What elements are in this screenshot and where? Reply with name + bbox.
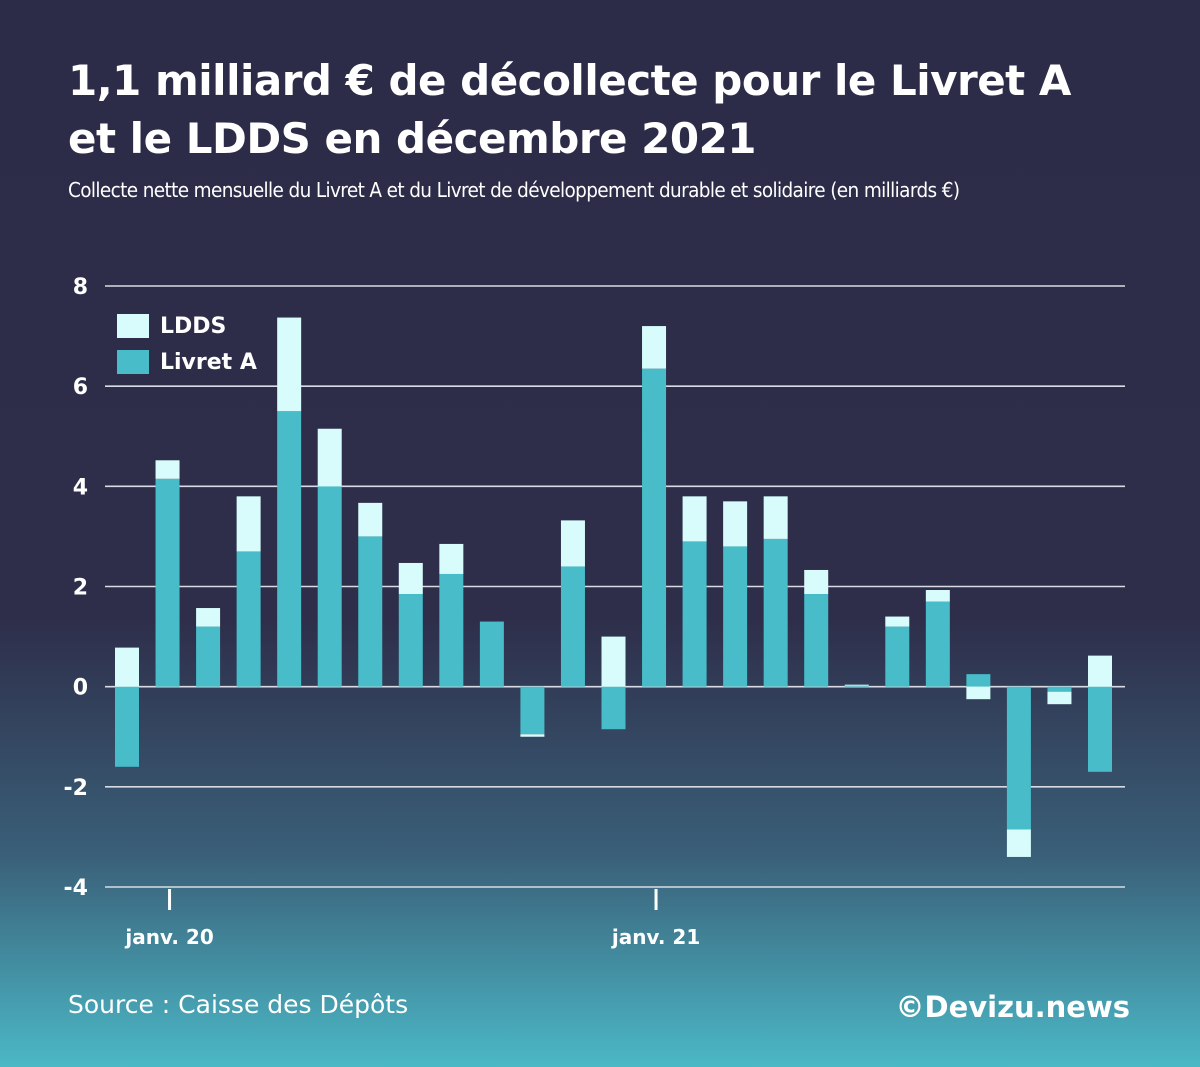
legend-label-ldds: LDDS bbox=[160, 313, 227, 339]
bar-livret-a bbox=[479, 621, 504, 687]
bar-ldds bbox=[560, 520, 585, 567]
bar-ldds bbox=[763, 496, 788, 539]
bar-livret-a bbox=[642, 368, 667, 687]
bar-livret-a bbox=[844, 685, 869, 687]
bar-livret-a bbox=[277, 411, 302, 687]
y-tick-label: 8 bbox=[73, 275, 88, 300]
bar-livret-a bbox=[804, 594, 829, 687]
y-tick-label: -4 bbox=[64, 876, 88, 901]
bar-livret-a bbox=[601, 686, 626, 730]
bar-ldds bbox=[1088, 655, 1112, 687]
bar-livret-a bbox=[560, 566, 585, 687]
bar-livret-a bbox=[358, 536, 383, 687]
legend-item-livret-a: Livret A bbox=[117, 344, 257, 380]
credit-watermark: ©Devizu.news bbox=[895, 990, 1131, 1024]
bar-ldds bbox=[317, 428, 342, 487]
chart-title: 1,1 milliard € de décollecte pour le Liv… bbox=[68, 52, 1168, 168]
bar-ldds bbox=[236, 496, 261, 552]
bar-livret-a bbox=[925, 601, 950, 687]
bar-ldds bbox=[398, 562, 423, 595]
bar-livret-a bbox=[885, 626, 910, 687]
bar-ldds bbox=[885, 616, 910, 627]
legend-label-livret-a: Livret A bbox=[160, 349, 257, 375]
bar-ldds bbox=[642, 326, 667, 369]
x-tick-label: janv. 20 bbox=[124, 925, 213, 949]
bar-ldds bbox=[925, 590, 950, 602]
bar-livret-a bbox=[317, 486, 342, 687]
bar-livret-a bbox=[236, 551, 261, 687]
chart-title-line-2: et le LDDS en décembre 2021 bbox=[68, 114, 757, 163]
bar-ldds bbox=[844, 684, 869, 686]
chart-subtitle: Collecte nette mensuelle du Livret A et … bbox=[68, 178, 960, 202]
bar-livret-a bbox=[1006, 686, 1031, 830]
bar-ldds bbox=[115, 647, 139, 687]
bar-ldds bbox=[439, 543, 464, 574]
bar-ldds bbox=[1006, 829, 1031, 857]
y-tick-label: 2 bbox=[73, 576, 88, 601]
source-note: Source : Caisse des Dépôts bbox=[68, 990, 409, 1019]
y-tick-label: -2 bbox=[64, 776, 88, 801]
legend-swatch-ldds bbox=[117, 314, 149, 338]
bar-livret-a bbox=[520, 686, 545, 735]
bar-ldds bbox=[155, 460, 180, 479]
bar-ldds bbox=[682, 496, 707, 542]
x-tick-label: janv. 21 bbox=[611, 925, 700, 949]
bar-ldds bbox=[966, 686, 991, 700]
bar-ldds bbox=[804, 569, 829, 595]
bar-livret-a bbox=[682, 541, 707, 687]
y-tick-label: 4 bbox=[73, 475, 88, 500]
bar-ldds bbox=[277, 317, 302, 412]
bar-livret-a bbox=[439, 573, 464, 687]
y-tick-label: 6 bbox=[73, 375, 88, 400]
bar-ldds bbox=[601, 636, 626, 687]
bar-livret-a bbox=[115, 686, 139, 767]
bar-livret-a bbox=[1088, 686, 1112, 772]
bar-livret-a bbox=[398, 594, 423, 687]
legend-swatch-livret-a bbox=[117, 350, 149, 374]
legend-item-ldds: LDDS bbox=[117, 308, 257, 344]
bar-livret-a bbox=[763, 538, 788, 687]
bar-livret-a bbox=[966, 674, 991, 687]
bar-livret-a bbox=[155, 478, 180, 687]
legend: LDDS Livret A bbox=[117, 308, 257, 380]
bar-livret-a bbox=[723, 546, 748, 687]
bar-livret-a bbox=[1047, 686, 1072, 692]
bar-ldds bbox=[723, 501, 748, 547]
bar-ldds bbox=[358, 502, 383, 537]
bar-ldds bbox=[520, 734, 545, 737]
y-tick-label: 0 bbox=[73, 676, 88, 701]
bar-livret-a bbox=[196, 626, 221, 687]
bar-ldds bbox=[196, 608, 221, 627]
chart-title-line-1: 1,1 milliard € de décollecte pour le Liv… bbox=[68, 56, 1071, 105]
bar-ldds bbox=[1047, 691, 1072, 705]
